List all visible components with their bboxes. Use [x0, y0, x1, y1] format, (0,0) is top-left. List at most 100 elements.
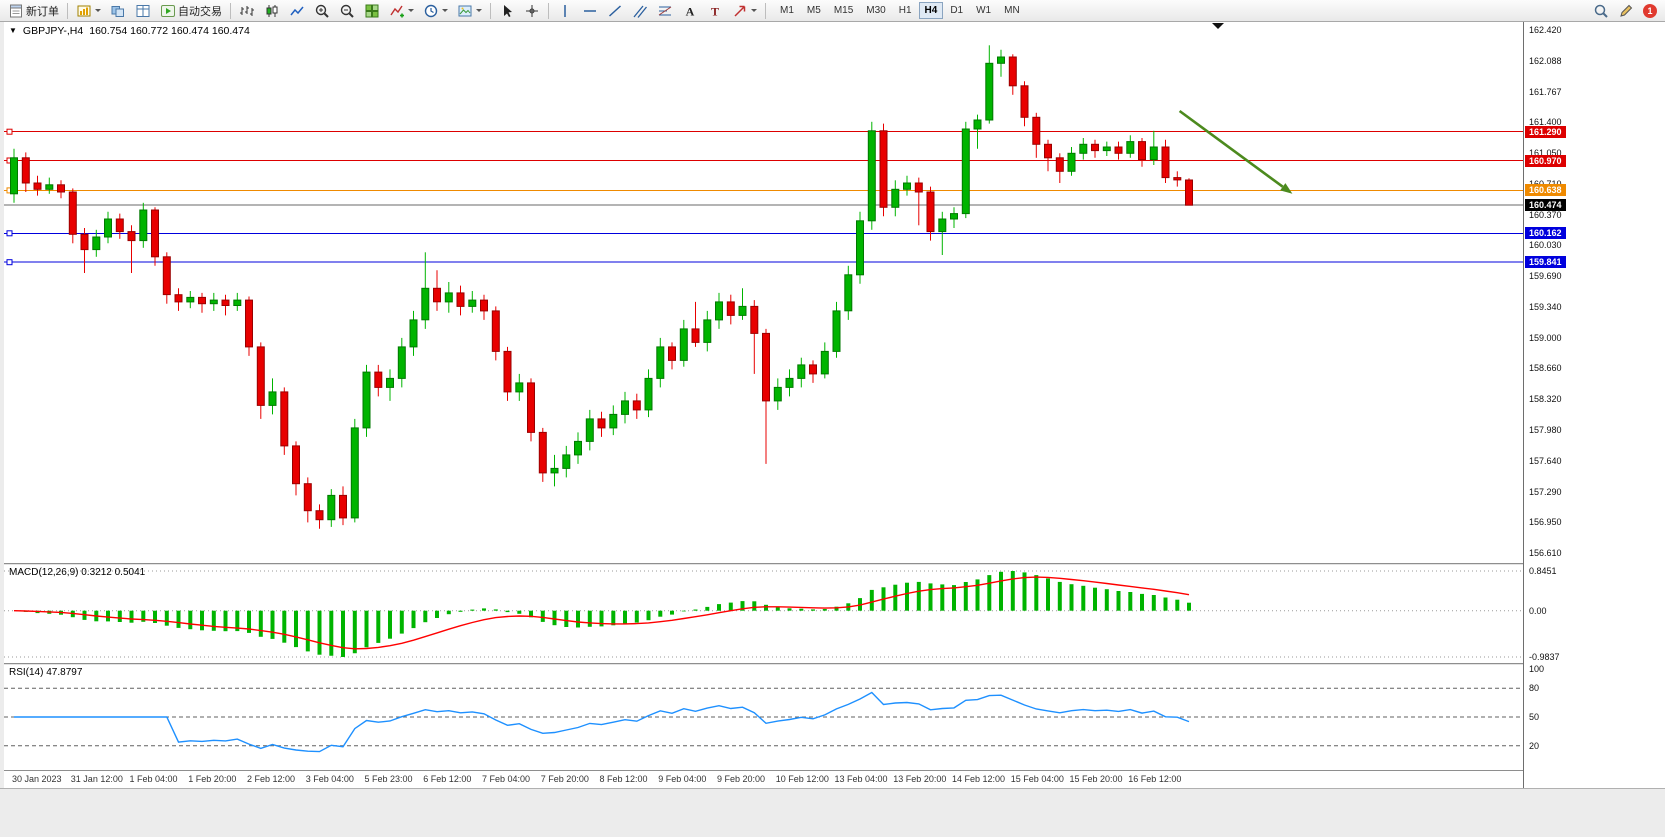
edit-button[interactable] [1614, 1, 1638, 21]
trend-arrow[interactable] [1178, 109, 1284, 188]
crosshair-button[interactable] [520, 1, 544, 21]
timeframe-button-D1[interactable]: D1 [944, 2, 969, 19]
price-chart-panel[interactable]: ▼ GBPJPY-,H4 160.754 160.772 160.474 160… [4, 22, 1523, 563]
channel-icon [633, 5, 648, 18]
indicators-button[interactable] [385, 1, 418, 21]
tile-windows-button[interactable] [360, 1, 384, 21]
timeframe-button-W1[interactable]: W1 [970, 2, 997, 19]
panel-splitter[interactable] [4, 663, 1665, 665]
line-chart-button[interactable] [285, 1, 309, 21]
candle [1173, 177, 1182, 181]
arrows-tool-button[interactable] [728, 1, 761, 21]
cursor-button[interactable] [495, 1, 519, 21]
timeframe-button-H1[interactable]: H1 [893, 2, 918, 19]
new-chart-caret-icon [95, 9, 101, 12]
new-order-button[interactable]: 新订单 [4, 1, 63, 21]
price-scale-label: 160.030 [1529, 240, 1562, 251]
time-axis-label: 13 Feb 04:00 [834, 774, 888, 784]
candle [1044, 143, 1052, 159]
macd-label: MACD(12,26,9) 0.3212 0.5041 [9, 567, 146, 578]
level-handle[interactable] [6, 230, 13, 237]
timeframe-button-M15[interactable]: M15 [828, 2, 859, 19]
price-scale-label: 158.660 [1529, 363, 1562, 374]
timeframe-button-M5[interactable]: M5 [801, 2, 827, 19]
candle [597, 418, 606, 429]
line-chart-icon [290, 6, 304, 15]
candlestick-chart-button[interactable] [260, 1, 284, 21]
candle [139, 209, 148, 242]
zoom-in-button[interactable] [310, 1, 334, 21]
candle [1091, 143, 1099, 152]
candle [538, 431, 547, 474]
level-handle[interactable] [6, 128, 13, 135]
auto-trading-button[interactable]: 自动交易 [156, 1, 226, 21]
timeframe-button-H4[interactable]: H4 [918, 2, 944, 19]
rsi-canvas[interactable] [4, 665, 1523, 770]
time-axis-label: 15 Feb 20:00 [1069, 774, 1123, 784]
templates-button[interactable] [453, 1, 486, 21]
macd-panel[interactable]: MACD(12,26,9) 0.3212 0.5041 [4, 565, 1523, 663]
candle [750, 305, 759, 334]
channel-button[interactable] [628, 1, 652, 21]
timeframe-button-M30[interactable]: M30 [860, 2, 891, 19]
candlestick-chart-icon [266, 4, 278, 17]
timeframe-button-M1[interactable]: M1 [774, 2, 800, 19]
candle [127, 231, 136, 242]
candle [80, 233, 89, 251]
candle [950, 213, 958, 220]
main-toolbar: 新订单 自动交易 [0, 0, 1665, 22]
candle [656, 346, 665, 379]
text-label-icon: T [711, 4, 719, 18]
symbol-dropdown-icon[interactable]: ▼ [9, 26, 17, 35]
periods-button[interactable] [419, 1, 452, 21]
candle [221, 299, 230, 307]
candle [1161, 146, 1170, 179]
price-scale-label: 157.980 [1529, 424, 1562, 435]
notification-badge[interactable]: 1 [1643, 3, 1657, 18]
candle [809, 364, 817, 375]
panel-splitter[interactable] [4, 563, 1665, 565]
profiles-icon [111, 5, 124, 17]
new-order-label: 新订单 [26, 5, 59, 18]
candle [233, 299, 242, 307]
bar-chart-button[interactable] [235, 1, 259, 21]
periods-caret-icon [442, 9, 448, 12]
periods-clock-icon [424, 4, 438, 17]
macd-canvas[interactable] [4, 565, 1523, 663]
candle [292, 445, 300, 485]
candle [961, 128, 970, 215]
candle [174, 294, 183, 303]
candle [1102, 146, 1111, 152]
candle [491, 310, 500, 352]
candle [550, 467, 559, 474]
price-scale-label: 158.320 [1529, 394, 1562, 405]
candle [209, 299, 218, 305]
candle [844, 274, 853, 312]
time-axis-label: 9 Feb 04:00 [658, 774, 707, 784]
new-chart-button[interactable] [72, 1, 105, 21]
level-handle[interactable] [6, 259, 13, 266]
horizontal-line-button[interactable] [578, 1, 602, 21]
market-watch-button[interactable] [131, 1, 155, 21]
text-label-button[interactable]: T [703, 1, 727, 21]
profiles-button[interactable] [106, 1, 130, 21]
candle [68, 191, 77, 235]
text-tool-button[interactable]: A [678, 1, 702, 21]
zoom-out-button[interactable] [335, 1, 359, 21]
rsi-scale-label: 20 [1529, 740, 1540, 751]
time-axis-label: 6 Feb 12:00 [423, 774, 472, 784]
price-chart-canvas[interactable] [4, 22, 1523, 563]
time-axis[interactable]: 30 Jan 2023 31 Jan 12:00 1 Feb 04:00 1 Feb … [4, 770, 1523, 788]
vertical-line-icon [564, 4, 566, 17]
candle [903, 182, 911, 190]
price-scale[interactable]: 162.420 162.088 161.767 161.400 161.050 160.7… [1523, 22, 1665, 788]
timeframe-button-MN[interactable]: MN [998, 2, 1026, 19]
symbol-search-button[interactable] [1589, 1, 1613, 21]
price-scale-label: 160.370 [1529, 209, 1562, 220]
vertical-line-button[interactable] [553, 1, 577, 21]
trendline-button[interactable] [603, 1, 627, 21]
level-price-tag: 160.970 [1525, 154, 1566, 167]
fibonacci-button[interactable] [653, 1, 677, 21]
rsi-panel[interactable]: RSI(14) 47.8797 [4, 665, 1523, 770]
candle [256, 346, 265, 406]
